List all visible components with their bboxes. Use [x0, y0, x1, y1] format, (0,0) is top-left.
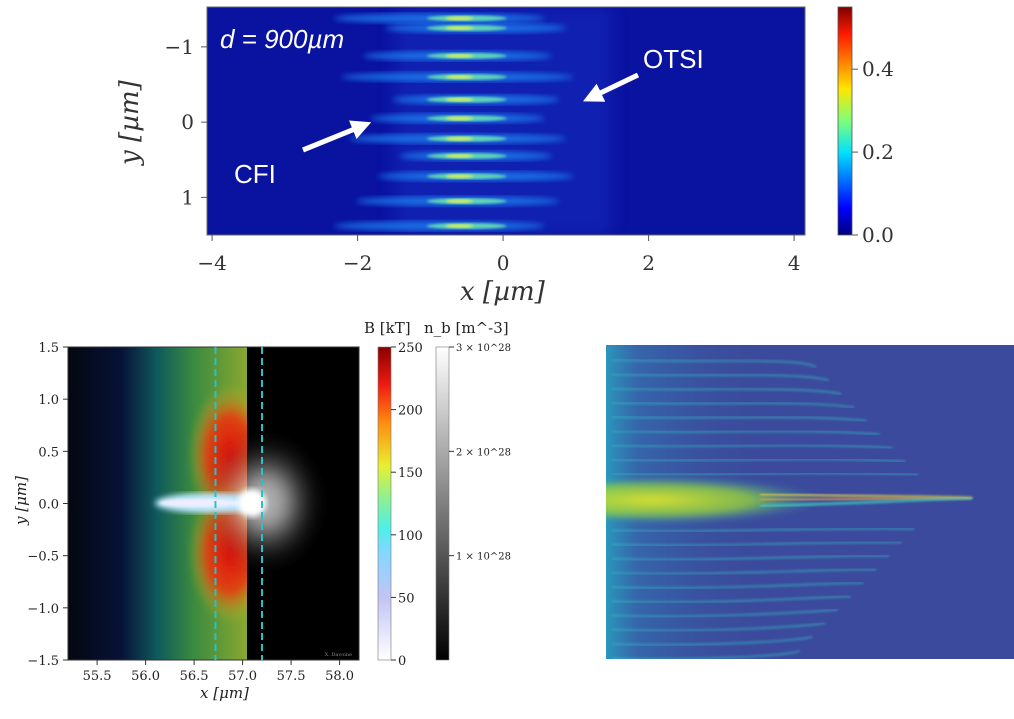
b-colorbar-tick: 0 — [398, 654, 406, 669]
filament — [611, 622, 826, 632]
filament — [377, 171, 575, 182]
cfi-arrow — [302, 120, 372, 153]
top-xtick-label: 0 — [497, 251, 510, 275]
top-xtick-label: 2 — [642, 251, 655, 275]
filament — [611, 387, 842, 395]
b-colorbar-tick: 150 — [398, 466, 423, 481]
top-ytick-label: −1 — [165, 35, 194, 59]
filament — [611, 401, 855, 409]
bl-ytick-label: −1.5 — [27, 654, 59, 669]
b-colorbar — [377, 346, 392, 661]
bl-ytick-label: 1.5 — [38, 341, 59, 356]
nb-colorbar-label: n_b [m^-3] — [424, 319, 509, 337]
filament — [611, 568, 877, 575]
filament — [611, 595, 851, 604]
b-colorbar-tick: 250 — [398, 341, 423, 356]
nb-colorbar-tick: 2 × 10^28 — [456, 447, 511, 458]
filament — [611, 527, 915, 533]
top-ytick-label: 1 — [181, 185, 194, 209]
filament — [399, 150, 553, 161]
bl-xtick-label: 57.0 — [228, 669, 257, 684]
filament — [384, 23, 567, 34]
colorbar-tick-label: 0.2 — [862, 140, 894, 164]
filament — [611, 609, 839, 618]
bl-xtick-label: 56.5 — [180, 669, 209, 684]
bl-ylabel: y [μm] — [12, 476, 30, 526]
filament — [611, 541, 902, 547]
colorbar-tick-label: 0.4 — [862, 57, 894, 81]
top-xlabel: x [µm] — [460, 277, 546, 307]
cfi-label: CFI — [234, 159, 276, 189]
otsi-arrow — [582, 72, 640, 102]
filament — [611, 416, 868, 422]
filament — [611, 458, 906, 463]
bl-xtick-label: 56.0 — [131, 669, 160, 684]
bl-ytick-label: 0.5 — [38, 445, 59, 460]
filament — [611, 430, 880, 436]
bl-xtick-label: 58.0 — [325, 669, 354, 684]
top-ytick-label: 0 — [181, 110, 194, 134]
b-colorbar-label: B [kT] — [364, 319, 411, 337]
bl-ytick-label: 1.0 — [38, 393, 59, 408]
filament — [333, 220, 545, 231]
top-xtick-label: −2 — [343, 251, 372, 275]
nb-colorbar — [435, 346, 450, 661]
bottom-right-plot — [606, 345, 1014, 659]
colorbar-tick-label: 0.0 — [862, 223, 894, 247]
bl-xtick-label: 57.5 — [277, 669, 306, 684]
bottom-left-plot: X. Davoine 55.5 56.0 56.5 57.0 57.5 58.0 1.5 1.… — [12, 319, 511, 702]
nb-colorbar-tick: 1 × 10^28 — [456, 552, 511, 563]
otsi-label: OTSI — [643, 44, 704, 74]
top-xtick-label: 4 — [788, 251, 801, 275]
filament — [355, 196, 560, 207]
filament — [363, 50, 553, 61]
distance-annotation: d = 900µm — [220, 24, 344, 54]
top-colorbar — [837, 6, 853, 236]
bl-xlabel: x [μm] — [200, 684, 249, 702]
central-band — [606, 476, 890, 524]
filament — [611, 636, 813, 646]
filament — [611, 555, 890, 561]
filament — [611, 472, 919, 476]
bl-xtick-label: 55.5 — [83, 669, 112, 684]
filament — [392, 94, 560, 105]
b-colorbar-tick: 200 — [398, 404, 423, 419]
bl-ytick-label: −0.5 — [27, 550, 59, 565]
central-filament — [759, 497, 973, 507]
filament — [611, 373, 830, 382]
filament — [611, 444, 893, 449]
filament — [370, 113, 545, 124]
top-plot: −4 −2 0 2 410−10.00.20.4 d = 900µm CFI OTSI … — [115, 6, 894, 307]
bl-ytick-label: 0.0 — [38, 498, 59, 513]
b-colorbar-tick: 50 — [398, 591, 415, 606]
top-xtick-label: −4 — [197, 251, 226, 275]
filament — [611, 582, 864, 589]
filament — [333, 13, 545, 24]
filament — [348, 133, 567, 144]
filament — [611, 359, 817, 368]
filament — [341, 71, 575, 82]
bl-ytick-label: −1.0 — [27, 602, 59, 617]
b-colorbar-tick: 100 — [398, 529, 423, 544]
filament — [611, 649, 801, 659]
watermark: X. Davoine — [325, 652, 352, 658]
top-ylabel: y [µm] — [115, 79, 145, 166]
nb-colorbar-tick: 3 × 10^28 — [456, 343, 511, 354]
